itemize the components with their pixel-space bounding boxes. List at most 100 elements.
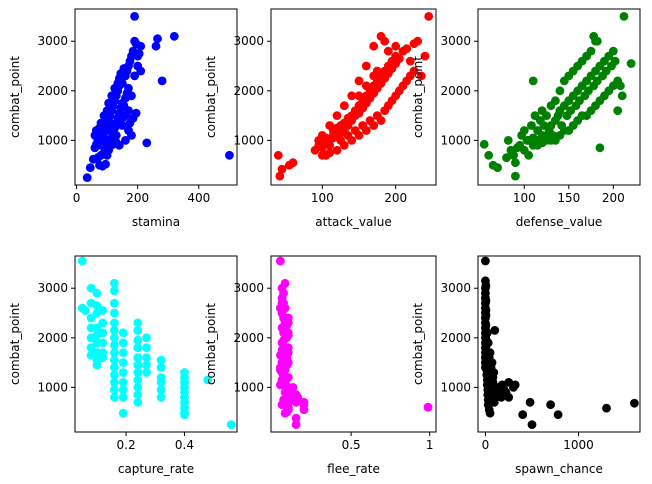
data-point: [604, 86, 614, 96]
data-point: [107, 91, 117, 101]
data-point: [277, 400, 287, 410]
data-point: [493, 163, 502, 173]
x-tick-label: 200: [384, 191, 407, 205]
data-point: [347, 136, 357, 145]
data-point: [551, 136, 560, 145]
data-point: [169, 31, 179, 41]
data-point: [546, 400, 555, 410]
data-point: [299, 400, 309, 410]
data-point: [577, 111, 587, 120]
data-point: [282, 318, 292, 328]
data-point: [133, 353, 143, 362]
data-point: [288, 158, 298, 168]
x-tick-label: 1000: [563, 438, 594, 452]
data-point: [487, 358, 497, 367]
x-axis-label: stamina: [132, 215, 180, 229]
data-point: [226, 420, 236, 429]
data-point: [528, 76, 538, 86]
data-point: [610, 56, 620, 66]
x-tick-label: 200: [126, 191, 149, 205]
data-point: [354, 76, 364, 86]
axes-frame: [270, 255, 437, 433]
y-tick-label: 1000: [233, 380, 264, 394]
data-point: [118, 408, 128, 418]
data-point: [420, 51, 430, 61]
data-point: [519, 126, 529, 135]
data-point: [511, 158, 520, 168]
data-point: [524, 150, 534, 160]
data-point: [398, 81, 408, 91]
data-point: [133, 326, 143, 335]
data-point: [317, 150, 327, 160]
data-point: [630, 398, 639, 408]
data-point: [273, 150, 283, 160]
data-point: [111, 131, 121, 140]
data-point: [481, 321, 491, 330]
data-points: [479, 12, 636, 181]
data-point: [527, 420, 537, 429]
data-point: [133, 343, 143, 353]
x-tick-label: 0: [73, 191, 81, 205]
y-tick-label: 3000: [37, 281, 68, 295]
data-point: [485, 348, 495, 358]
y-tick-label: 3000: [440, 281, 471, 295]
data-point: [133, 335, 143, 345]
data-point: [402, 44, 412, 54]
data-point: [130, 12, 140, 21]
data-point: [80, 306, 90, 315]
axes-frame: [74, 8, 238, 186]
data-point: [133, 360, 143, 370]
data-point: [110, 286, 119, 296]
data-point: [482, 328, 492, 338]
data-point: [110, 333, 119, 343]
data-point: [595, 143, 605, 153]
data-point: [291, 413, 301, 423]
data-point: [347, 91, 357, 101]
x-tick-label: 1: [426, 438, 434, 452]
data-point: [110, 392, 119, 402]
data-points: [82, 12, 234, 183]
data-point: [133, 390, 143, 400]
data-point: [118, 378, 128, 387]
data-point: [527, 121, 536, 130]
y-tick-label: 2000: [37, 84, 68, 98]
data-point: [485, 408, 495, 418]
data-point: [124, 106, 133, 115]
data-point: [424, 12, 434, 21]
x-axis-label: flee_rate: [327, 462, 380, 476]
y-tick-label: 2000: [233, 84, 264, 98]
data-point: [383, 101, 393, 111]
data-point: [133, 383, 143, 392]
y-tick-label: 1000: [37, 380, 68, 394]
data-point: [118, 392, 128, 402]
data-point: [380, 36, 390, 46]
data-point: [481, 296, 491, 305]
data-point: [142, 368, 151, 377]
data-point: [142, 138, 152, 148]
data-point: [619, 12, 629, 21]
data-point: [86, 343, 96, 353]
x-tick-label: 0.4: [175, 438, 194, 452]
data-point: [617, 91, 627, 101]
data-point: [328, 131, 338, 140]
data-point: [325, 148, 335, 158]
data-point: [555, 86, 565, 96]
data-point: [280, 278, 290, 288]
subplot-flee-rate: 0.5 1 1000 2000 3000 flee_rate combat_point: [204, 255, 437, 476]
data-point: [372, 66, 382, 76]
data-point: [157, 76, 167, 86]
data-point: [277, 164, 287, 174]
data-point: [542, 131, 551, 140]
data-points: [481, 256, 639, 429]
data-point: [510, 380, 520, 390]
data-point: [99, 111, 109, 120]
data-point: [483, 338, 493, 348]
data-point: [376, 116, 386, 125]
data-point: [481, 256, 490, 266]
data-point: [511, 171, 520, 181]
axes-frame: [74, 255, 238, 433]
data-point: [291, 420, 301, 429]
data-point: [626, 59, 636, 68]
data-point: [142, 360, 151, 370]
